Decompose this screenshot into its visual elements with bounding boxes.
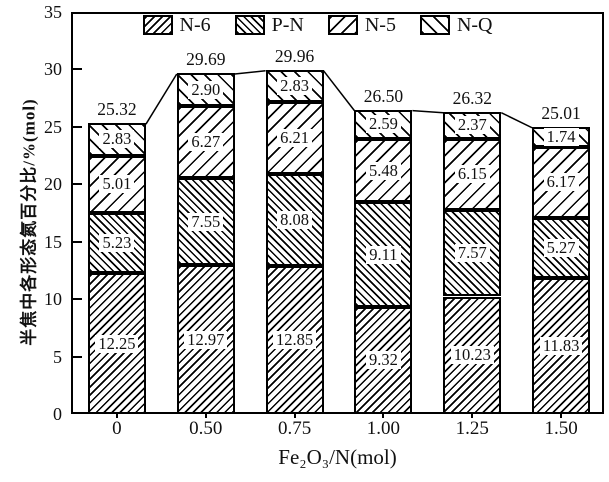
segment-value-label: 2.90 [188,80,224,99]
bar-segment-n-5: 6.21 [265,102,324,174]
y-tick-mark [73,125,82,128]
bar-segment-n-5: 6.27 [176,106,235,179]
segment-value-label: 2.83 [99,130,135,149]
y-tick-label: 10 [44,289,62,310]
y-tick-label: 0 [53,404,62,424]
bar-segment-n-q: 2.83 [87,123,146,156]
bar-segment-n-5: 5.01 [87,155,146,214]
bar-segment-n-6: 10.23 [443,296,502,414]
legend-item-n-6: N-6 [142,14,211,36]
bar-total-label: 29.96 [274,45,315,66]
legend-label: N-5 [364,14,396,36]
x-tick-mark [293,414,296,418]
segment-value-label: 12.25 [95,334,139,353]
bar-total-label: 25.32 [97,99,137,120]
plot-area [71,12,604,414]
bar-total-label: 26.50 [363,85,404,106]
y-tick-mark [73,355,82,358]
bar-segment-n-6: 11.83 [532,278,591,414]
x-tick-label: 0.50 [189,418,223,439]
legend-label: N-Q [456,14,493,36]
x-tick-label: 1.25 [455,418,489,439]
segment-value-label: 2.83 [277,77,313,96]
bar-segment-n-6: 12.97 [176,265,235,414]
x-axis-title: Fe₂O₃/N(mol) [278,445,397,469]
segment-value-label: 9.32 [365,351,401,370]
x-tick-mark [471,414,474,418]
y-tick-mark [73,183,82,186]
segment-value-label: 8.08 [277,210,313,229]
bar-total-label: 25.01 [541,102,581,123]
x-tick-mark [204,414,207,418]
bar-segment-n-6: 12.85 [265,266,324,414]
segment-value-label: 5.23 [99,234,135,253]
segment-value-label: 7.57 [454,244,490,263]
x-tick-mark [382,414,385,418]
segment-value-label: 6.17 [543,173,579,192]
x-tick-label: 1.50 [544,418,578,439]
segment-value-label: 5.27 [543,238,579,257]
x-tick-mark [560,414,563,418]
y-tick-mark [73,68,82,71]
x-tick-label: 0 [112,418,122,439]
x-tick-mark [115,414,118,418]
bar-segment-n-q: 2.37 [443,111,502,139]
bar-segment-p-n: 7.55 [176,178,235,266]
legend-item-n-q: N-Q [419,14,493,36]
bar-segment-p-n: 9.11 [354,202,413,307]
legend-item-p-n: P-N [234,14,304,36]
legend-swatch-dense-forward-hatch-icon [142,15,173,35]
x-tick-label: 0.75 [277,418,312,439]
bar-segment-n-q: 2.90 [176,72,235,107]
segment-value-label: 6.15 [454,165,490,184]
bar-segment-n-5: 5.48 [354,139,413,203]
bar-segment-n-5: 6.17 [532,146,591,218]
segment-value-label: 1.74 [543,127,579,146]
bar-segment-p-n: 5.27 [532,217,591,279]
legend-swatch-sparse-forward-hatch-icon [327,15,358,35]
segment-value-label: 7.55 [188,212,224,231]
bar-segment-n-6: 12.25 [87,273,146,414]
legend-item-n-5: N-5 [327,14,396,36]
segment-value-label: 11.83 [539,337,583,356]
segment-value-label: 5.48 [365,161,401,180]
segment-value-label: 9.11 [366,245,401,264]
y-tick-label: 15 [44,231,62,252]
segment-value-label: 12.97 [184,330,228,349]
y-tick-label: 30 [44,59,62,80]
bar-segment-p-n: 7.57 [443,209,502,297]
segment-value-label: 6.21 [277,128,313,147]
legend-label: P-N [271,14,304,36]
legend-label: N-6 [179,14,211,36]
segment-value-label: 10.23 [450,346,494,365]
segment-value-label: 2.59 [365,115,401,134]
y-tick-mark [73,240,82,243]
y-tick-label: 35 [44,2,62,22]
bar-segment-p-n: 5.23 [87,213,146,274]
bar-total-label: 26.32 [452,87,492,108]
bar-segment-n-q: 2.59 [354,109,413,140]
legend: N-6 P-N N-5 N-Q [51,14,584,36]
bar-total-label: 29.69 [186,48,226,69]
bar-segment-n-q: 2.83 [265,69,324,103]
bar-segment-n-5: 6.15 [443,138,502,210]
y-tick-label: 5 [53,346,62,367]
x-tick-label: 1.00 [366,418,401,439]
legend-swatch-sparse-backward-hatch-icon [419,15,450,35]
y-tick-mark [73,298,82,301]
y-tick-label: 25 [44,116,62,137]
segment-value-label: 12.85 [273,331,317,350]
y-tick-label: 20 [44,174,62,195]
bar-segment-n-q: 1.74 [532,126,591,147]
segment-value-label: 2.37 [454,116,490,135]
segment-value-label: 5.01 [99,175,135,194]
bar-segment-n-6: 9.32 [354,306,413,414]
bar-segment-p-n: 8.08 [265,173,324,267]
segment-value-label: 6.27 [188,133,224,152]
legend-swatch-dense-backward-hatch-icon [234,15,265,35]
